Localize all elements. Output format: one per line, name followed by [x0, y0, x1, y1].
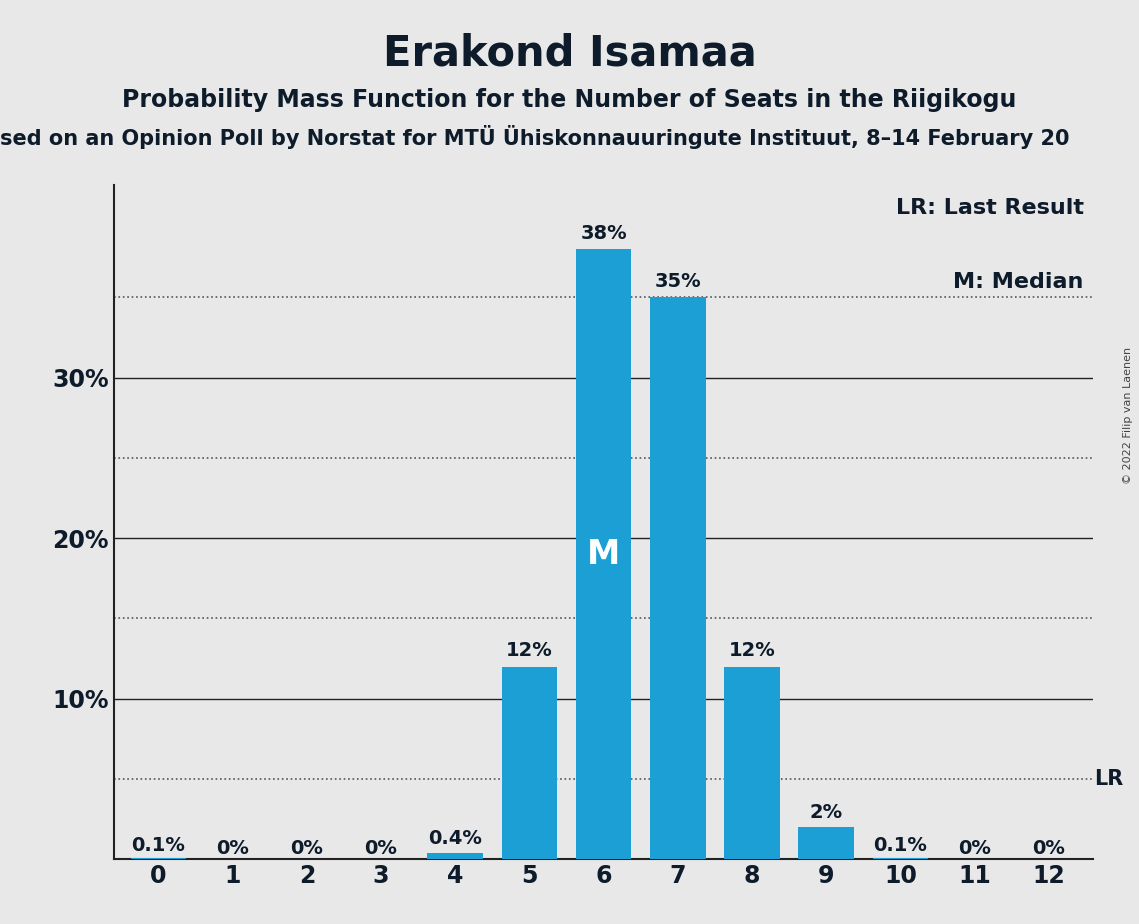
Text: 38%: 38%: [581, 224, 626, 243]
Text: 0.1%: 0.1%: [874, 835, 927, 855]
Text: M: M: [587, 538, 621, 571]
Text: Erakond Isamaa: Erakond Isamaa: [383, 32, 756, 74]
Text: 2%: 2%: [810, 803, 843, 822]
Text: 0.4%: 0.4%: [428, 829, 482, 848]
Bar: [650, 298, 706, 859]
Bar: [724, 666, 780, 859]
Text: 12%: 12%: [506, 641, 552, 660]
Text: 0%: 0%: [290, 839, 323, 857]
Text: sed on an Opinion Poll by Norstat for MTÜ Ühiskonnauuringute Instituut, 8–14 Feb: sed on an Opinion Poll by Norstat for MT…: [0, 125, 1070, 149]
Bar: [131, 857, 187, 859]
Text: 35%: 35%: [655, 272, 702, 291]
Text: 0.1%: 0.1%: [131, 835, 186, 855]
Bar: [872, 857, 928, 859]
Text: 12%: 12%: [729, 641, 776, 660]
Text: M: Median: M: Median: [953, 273, 1083, 293]
Bar: [427, 853, 483, 859]
Text: 0%: 0%: [958, 839, 991, 857]
Text: © 2022 Filip van Laenen: © 2022 Filip van Laenen: [1123, 347, 1133, 484]
Text: Probability Mass Function for the Number of Seats in the Riigikogu: Probability Mass Function for the Number…: [122, 88, 1017, 112]
Bar: [501, 666, 557, 859]
Bar: [576, 249, 631, 859]
Text: 0%: 0%: [364, 839, 398, 857]
Text: LR: Last Result: LR: Last Result: [895, 199, 1083, 218]
Bar: [798, 827, 854, 859]
Text: 0%: 0%: [1032, 839, 1065, 857]
Text: 0%: 0%: [216, 839, 249, 857]
Text: LR: LR: [1095, 769, 1124, 789]
